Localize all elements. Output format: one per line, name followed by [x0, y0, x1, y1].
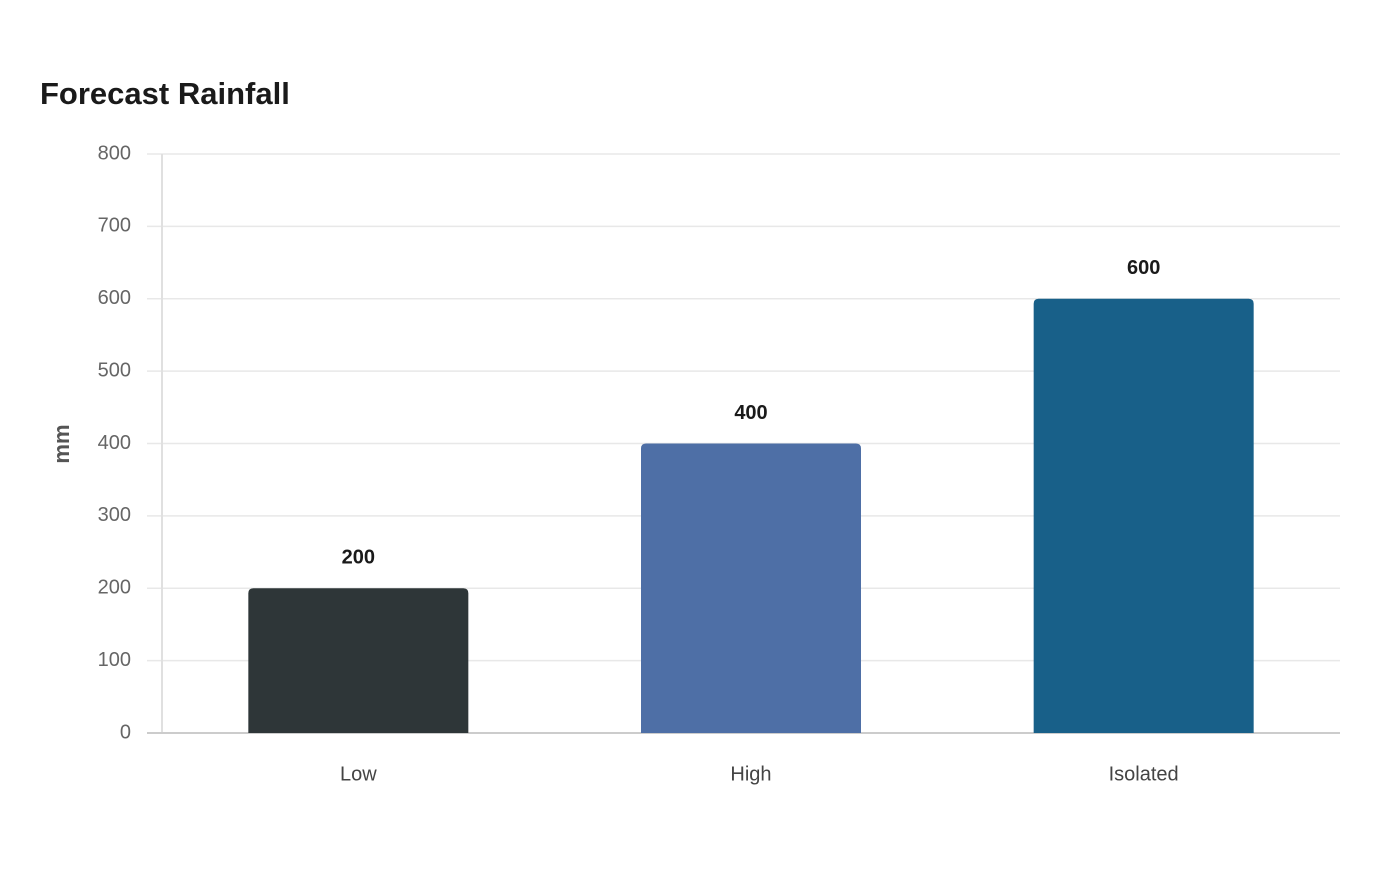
y-tick-label: 300 — [98, 504, 131, 526]
x-tick-label: High — [730, 763, 771, 785]
y-tick-label: 700 — [98, 215, 131, 237]
bar — [248, 588, 469, 733]
y-tick-label: 400 — [98, 432, 131, 454]
y-tick-label: 500 — [98, 359, 131, 381]
y-tick-label: 0 — [120, 721, 131, 743]
data-label: 600 — [1127, 257, 1160, 279]
y-tick-label: 800 — [98, 142, 131, 164]
bar — [641, 443, 861, 733]
x-tick-label: Low — [340, 763, 377, 785]
chart-title: Forecast Rainfall — [40, 76, 290, 111]
y-axis-label: mm — [49, 424, 74, 463]
data-label: 400 — [734, 402, 767, 424]
x-tick-label: Isolated — [1109, 763, 1179, 785]
bar — [1033, 298, 1254, 733]
y-tick-label: 100 — [98, 649, 131, 671]
y-tick-label: 600 — [98, 287, 131, 309]
y-tick-label: 200 — [98, 577, 131, 599]
data-label: 200 — [342, 547, 375, 569]
